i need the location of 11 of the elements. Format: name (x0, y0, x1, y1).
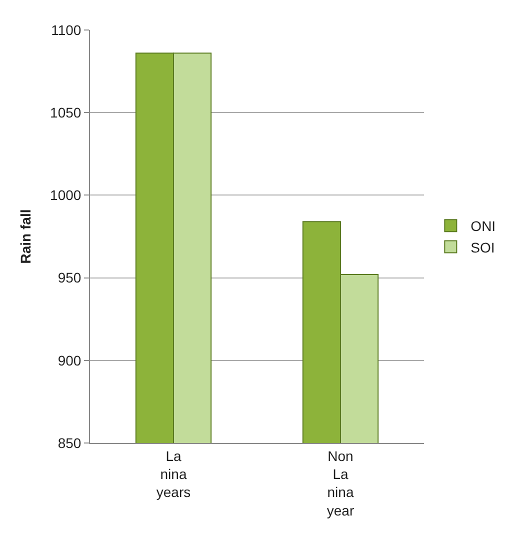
y-tick-label: 1000 (50, 187, 82, 204)
legend-label: ONI (470, 218, 496, 234)
y-axis-title: Rain fall (18, 209, 34, 264)
y-tick-label: 900 (58, 352, 82, 368)
y-tick-label: 1100 (51, 22, 82, 38)
y-tick-label: 850 (58, 434, 82, 451)
x-tick-label: La nina years (156, 448, 191, 500)
legend-label: SOI (470, 239, 495, 256)
x-tick-label: Non La nina year (326, 448, 354, 518)
y-tick-label: 950 (58, 270, 82, 286)
y-tick-label: 1050 (50, 104, 82, 120)
